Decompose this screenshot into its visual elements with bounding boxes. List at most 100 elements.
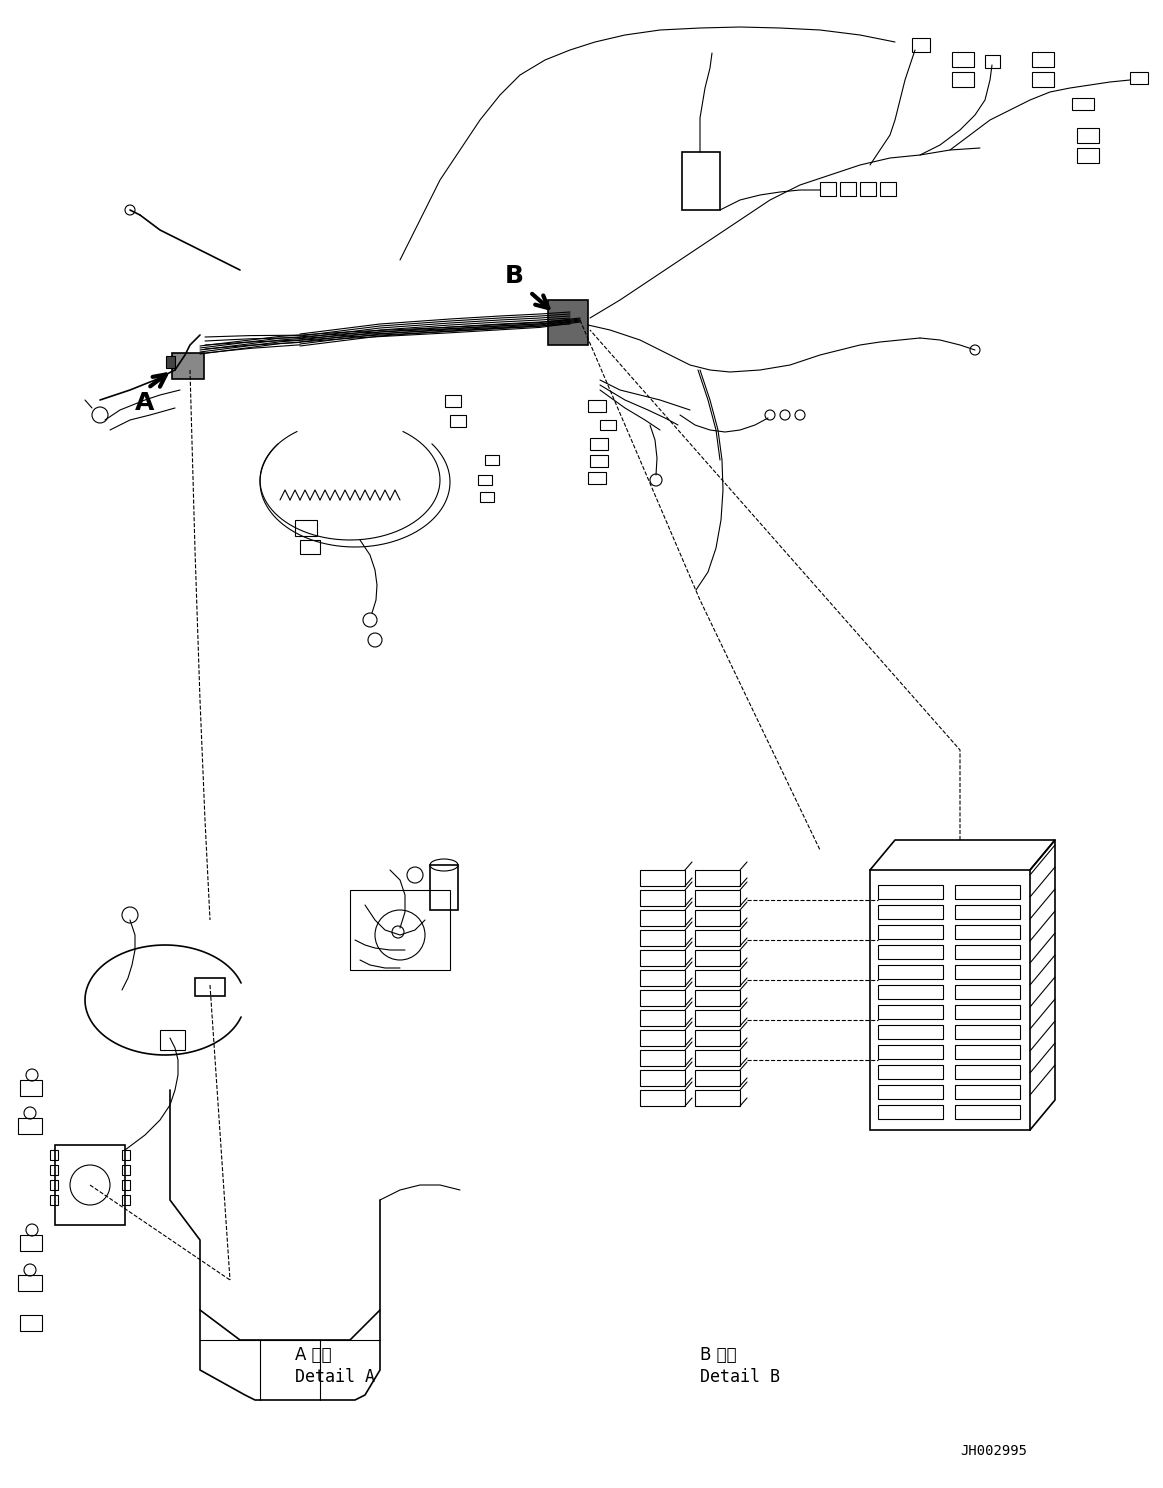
Bar	[878, 885, 943, 899]
Bar	[640, 911, 685, 926]
Bar	[1032, 52, 1054, 67]
Bar	[1077, 147, 1099, 164]
Bar	[640, 1030, 685, 1046]
Bar	[695, 870, 740, 885]
Bar	[20, 1080, 42, 1097]
Bar	[17, 1275, 42, 1292]
Bar	[695, 1070, 740, 1086]
Text: JH002995: JH002995	[959, 1443, 1027, 1458]
Bar	[878, 1045, 943, 1059]
Bar	[485, 455, 499, 464]
Bar	[430, 865, 458, 911]
Bar	[640, 970, 685, 987]
Text: Detail B: Detail B	[700, 1367, 780, 1385]
Bar	[640, 1051, 685, 1065]
Bar	[955, 1106, 1020, 1119]
Bar	[480, 493, 494, 501]
Bar	[590, 437, 608, 449]
Bar	[588, 400, 606, 412]
Bar	[640, 1091, 685, 1106]
Bar	[878, 945, 943, 958]
Bar	[695, 1051, 740, 1065]
Bar	[295, 519, 317, 536]
Bar	[445, 394, 461, 408]
Bar	[548, 301, 588, 345]
Bar	[50, 1150, 58, 1161]
Bar	[820, 182, 836, 196]
Bar	[878, 926, 943, 939]
Bar	[878, 905, 943, 920]
Bar	[695, 1010, 740, 1027]
Bar	[588, 472, 606, 484]
Bar	[695, 1030, 740, 1046]
Bar	[985, 55, 1000, 68]
Bar	[682, 152, 720, 210]
Bar	[955, 1004, 1020, 1019]
Bar	[695, 970, 740, 987]
Text: Detail A: Detail A	[295, 1367, 374, 1385]
Bar	[859, 182, 876, 196]
Text: B: B	[505, 263, 525, 289]
Bar	[955, 985, 1020, 998]
Bar	[955, 926, 1020, 939]
Text: A: A	[135, 391, 155, 415]
Bar	[955, 945, 1020, 958]
Bar	[955, 1045, 1020, 1059]
Bar	[912, 39, 930, 52]
Bar	[878, 1004, 943, 1019]
Bar	[20, 1315, 42, 1330]
Text: A 詳細: A 詳細	[295, 1347, 331, 1364]
Bar	[1077, 128, 1099, 143]
Bar	[300, 540, 320, 554]
Bar	[640, 870, 685, 885]
Bar	[195, 978, 224, 995]
Bar	[955, 1065, 1020, 1079]
Bar	[955, 1025, 1020, 1039]
Bar	[878, 1106, 943, 1119]
Bar	[640, 949, 685, 966]
Bar	[640, 1070, 685, 1086]
Bar	[160, 1030, 185, 1051]
Bar	[1130, 71, 1148, 83]
Bar	[640, 1010, 685, 1027]
Bar	[878, 985, 943, 998]
Bar	[50, 1180, 58, 1190]
Bar	[695, 949, 740, 966]
Bar	[640, 990, 685, 1006]
Bar	[172, 353, 204, 379]
Bar	[878, 1065, 943, 1079]
Bar	[880, 182, 896, 196]
Bar	[695, 890, 740, 906]
Bar	[840, 182, 856, 196]
Bar	[20, 1235, 42, 1251]
Bar	[955, 1085, 1020, 1100]
Bar	[122, 1150, 130, 1161]
Bar	[952, 71, 973, 86]
Bar	[350, 890, 450, 970]
Bar	[1032, 71, 1054, 86]
Bar	[878, 1025, 943, 1039]
Bar	[478, 475, 492, 485]
Bar	[55, 1144, 124, 1225]
Bar	[122, 1180, 130, 1190]
Bar	[122, 1195, 130, 1205]
Bar	[955, 966, 1020, 979]
Bar	[17, 1117, 42, 1134]
Bar	[695, 930, 740, 946]
Text: B 詳細: B 詳細	[700, 1347, 736, 1364]
Bar	[695, 990, 740, 1006]
Bar	[952, 52, 973, 67]
Bar	[695, 911, 740, 926]
Bar	[166, 356, 174, 368]
Bar	[450, 415, 466, 427]
Bar	[878, 1085, 943, 1100]
Bar	[122, 1165, 130, 1176]
Bar	[590, 455, 608, 467]
Bar	[640, 890, 685, 906]
Bar	[870, 870, 1030, 1129]
Bar	[955, 905, 1020, 920]
Bar	[955, 885, 1020, 899]
Bar	[600, 420, 616, 430]
Bar	[50, 1195, 58, 1205]
Bar	[640, 930, 685, 946]
